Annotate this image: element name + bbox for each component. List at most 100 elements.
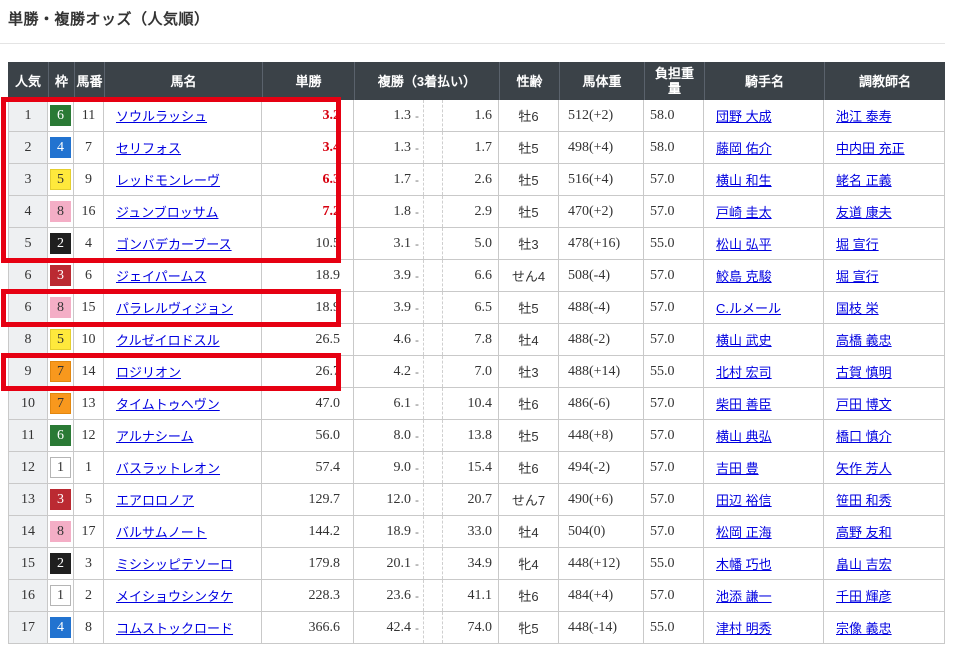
trainer-link[interactable]: 蛯名 正義 [836, 173, 892, 188]
sex-age-cell: 牡5 [499, 132, 559, 164]
place-odds-divider [423, 196, 443, 227]
impost-cell: 57.0 [644, 580, 704, 612]
trainer-link[interactable]: 友道 康夫 [836, 205, 892, 220]
sex-age-cell: せん7 [499, 484, 559, 516]
place-odds-separator: - [415, 492, 419, 507]
jockey-link[interactable]: 北村 宏司 [716, 365, 772, 380]
jockey-link[interactable]: 池添 謙一 [716, 589, 772, 604]
horse-name-link[interactable]: メイショウシンタケ [116, 589, 234, 604]
jockey-cell: 横山 和生 [704, 164, 824, 196]
place-odds-cell: 23.6 - 41.1 [354, 580, 499, 612]
trainer-link[interactable]: 笹田 和秀 [836, 493, 892, 508]
trainer-cell: 戸田 博文 [824, 388, 945, 420]
frame-badge: 8 [50, 297, 71, 318]
horse-name-link[interactable]: タイムトゥヘヴン [116, 397, 220, 412]
place-odds-low: 1.3 [393, 139, 412, 155]
frame-cell: 7 [48, 388, 74, 420]
horse-name-link[interactable]: ミシシッピテソーロ [116, 557, 234, 572]
jockey-link[interactable]: 津村 明秀 [716, 621, 772, 636]
impost-cell: 58.0 [644, 132, 704, 164]
trainer-link[interactable]: 中内田 充正 [836, 141, 905, 156]
place-odds-divider [423, 356, 443, 387]
rank-cell: 2 [8, 132, 48, 164]
jockey-cell: 田辺 裕信 [704, 484, 824, 516]
trainer-link[interactable]: 橋口 慎介 [836, 429, 892, 444]
place-odds-high: 6.6 [474, 267, 493, 283]
sex-age-cell: 牡3 [499, 228, 559, 260]
jockey-link[interactable]: 松岡 正海 [716, 525, 772, 540]
jockey-link[interactable]: 木幡 巧也 [716, 557, 772, 572]
horse-name-link[interactable]: ジュンブロッサム [116, 205, 219, 220]
jockey-cell: 横山 武史 [704, 324, 824, 356]
jockey-link[interactable]: 柴田 善臣 [716, 397, 772, 412]
weight-cell: 488(-4) [559, 292, 644, 324]
win-odds-cell: 7.2 [262, 196, 354, 228]
horse-number-cell: 9 [74, 164, 104, 196]
trainer-link[interactable]: 堀 宣行 [836, 269, 879, 284]
impost-cell: 57.0 [644, 452, 704, 484]
place-odds-cell: 8.0 - 13.8 [354, 420, 499, 452]
rank-cell: 3 [8, 164, 48, 196]
trainer-link[interactable]: 国枝 栄 [836, 301, 879, 316]
trainer-cell: 高橋 義忠 [824, 324, 945, 356]
horse-name-link[interactable]: バルサムノート [116, 525, 207, 540]
place-odds-low: 1.7 [393, 171, 412, 187]
jockey-link[interactable]: 横山 武史 [716, 333, 772, 348]
weight-cell: 512(+2) [559, 100, 644, 132]
place-odds-separator: - [415, 588, 419, 603]
trainer-link[interactable]: 千田 輝彦 [836, 589, 892, 604]
trainer-link[interactable]: 古賀 慎明 [836, 365, 892, 380]
horse-name-link[interactable]: アルナシーム [116, 429, 194, 444]
horse-name-link[interactable]: バスラットレオン [116, 461, 221, 476]
trainer-link[interactable]: 戸田 博文 [836, 397, 892, 412]
trainer-link[interactable]: 宗像 義忠 [836, 621, 892, 636]
place-odds-cell: 18.9 - 33.0 [354, 516, 499, 548]
trainer-link[interactable]: 矢作 芳人 [836, 461, 892, 476]
place-odds-separator: - [415, 204, 419, 219]
frame-badge: 8 [50, 201, 71, 222]
trainer-cell: 国枝 栄 [824, 292, 945, 324]
horse-number-cell: 10 [74, 324, 104, 356]
jockey-cell: 北村 宏司 [704, 356, 824, 388]
impost-cell: 57.0 [644, 260, 704, 292]
trainer-link[interactable]: 池江 泰寿 [836, 109, 892, 124]
trainer-link[interactable]: 高野 友和 [836, 525, 892, 540]
place-odds-low: 9.0 [393, 459, 412, 475]
horse-name-link[interactable]: ソウルラッシュ [116, 109, 208, 124]
frame-cell: 8 [48, 196, 74, 228]
horse-name-link[interactable]: エアロロノア [116, 493, 195, 508]
sex-age-cell: 牡4 [499, 324, 559, 356]
jockey-link[interactable]: 横山 和生 [716, 173, 772, 188]
horse-name-link[interactable]: ゴンバデカーブース [116, 237, 232, 252]
jockey-link[interactable]: 団野 大成 [716, 109, 772, 124]
trainer-link[interactable]: 堀 宣行 [836, 237, 879, 252]
jockey-link[interactable]: 横山 典弘 [716, 429, 772, 444]
place-odds-divider [423, 548, 443, 579]
jockey-cell: 団野 大成 [704, 100, 824, 132]
horse-name-link[interactable]: レッドモンレーヴ [116, 173, 221, 188]
jockey-link[interactable]: 松山 弘平 [716, 237, 772, 252]
place-odds-cell: 1.3 - 1.7 [354, 132, 499, 164]
horse-name-link[interactable]: セリフォス [116, 141, 182, 156]
jockey-cell: 津村 明秀 [704, 612, 824, 644]
jockey-link[interactable]: 鮫島 克駿 [716, 269, 772, 284]
horse-name-link[interactable]: ロジリオン [116, 365, 182, 380]
rank-cell: 10 [8, 388, 48, 420]
horse-name-link[interactable]: クルゼイロドスル [116, 333, 220, 348]
horse-name-cell: パラレルヴィジョン [104, 292, 262, 324]
horse-name-link[interactable]: コムストックロード [116, 621, 234, 636]
frame-badge: 7 [50, 393, 71, 414]
trainer-link[interactable]: 高橋 義忠 [836, 333, 892, 348]
place-odds-separator: - [415, 364, 419, 379]
jockey-link[interactable]: 藤岡 佑介 [716, 141, 772, 156]
trainer-link[interactable]: 畠山 吉宏 [836, 557, 892, 572]
jockey-link[interactable]: 田辺 裕信 [716, 493, 772, 508]
horse-name-link[interactable]: ジェイパームス [116, 269, 207, 284]
place-odds-low: 3.9 [393, 299, 412, 315]
jockey-link[interactable]: C.ルメール [716, 301, 782, 316]
jockey-link[interactable]: 吉田 豊 [716, 461, 759, 476]
horse-name-cell: コムストックロード [104, 612, 262, 644]
jockey-link[interactable]: 戸崎 圭太 [716, 205, 772, 220]
horse-name-link[interactable]: パラレルヴィジョン [116, 301, 234, 316]
jockey-cell: 吉田 豊 [704, 452, 824, 484]
